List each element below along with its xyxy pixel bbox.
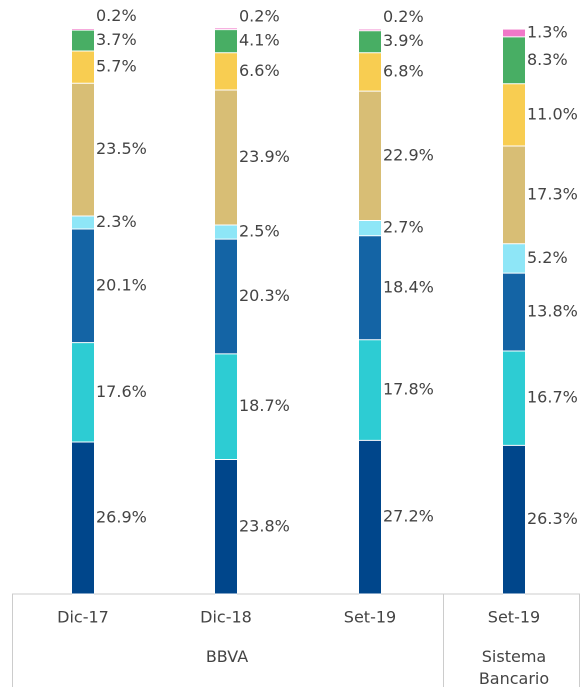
data-label: 18.7% [239,396,290,415]
data-label: 5.7% [96,57,137,76]
bar-segment [503,83,525,146]
bar-segment [503,445,525,594]
bar-segment [72,229,94,343]
bar-segment [359,235,381,340]
x-tick-label: Set-19 [488,608,540,627]
data-label: 26.9% [96,508,147,527]
bar-segment [215,459,237,594]
bar-segment [503,29,525,37]
data-label: 18.4% [383,277,434,296]
x-tick-label: Dic-17 [57,608,109,627]
bar-segment [72,342,94,443]
bar-segment [215,225,237,240]
data-label: 8.3% [527,50,568,69]
data-label: 23.9% [239,147,290,166]
bar-segment [215,353,237,460]
data-label: 4.1% [239,31,280,50]
bar-segment [503,36,525,84]
bar-segment [72,51,94,84]
x-tick-label: Dic-18 [200,608,252,627]
bar-segment [215,239,237,354]
bar-segment [359,29,381,31]
data-label: 20.3% [239,286,290,305]
data-label: 17.6% [96,382,147,401]
data-label: 0.2% [96,6,137,25]
bar-segment [359,91,381,221]
data-label: 2.3% [96,212,137,231]
data-label: 22.9% [383,145,434,164]
data-label: 20.1% [96,275,147,294]
bar-segment [503,145,525,244]
data-label: 6.6% [239,61,280,80]
bar-segment [503,243,525,274]
group-label: Sistema Bancario [478,647,550,687]
data-label: 2.7% [383,218,424,237]
bar-segment [215,90,237,226]
bar-segment [215,29,237,53]
x-tick-label: Set-19 [344,608,396,627]
bar-segment [72,216,94,230]
bar-segment [359,52,381,92]
data-label: 0.2% [239,7,280,26]
data-label: 23.5% [96,139,147,158]
data-label: 23.8% [239,516,290,535]
bar-segment [359,440,381,594]
data-label: 26.3% [527,509,578,528]
bar-segment [503,351,525,446]
bar-segment [359,30,381,53]
data-label: 27.2% [383,507,434,526]
bar-segment [215,28,237,30]
data-label: 3.9% [383,31,424,50]
bar-segment [503,273,525,352]
bar-segment [359,220,381,236]
bar-segment [359,339,381,441]
data-label: 13.8% [527,302,578,321]
bar-segment [215,52,237,91]
group-label: BBVA [205,647,249,666]
data-label: 1.3% [527,23,568,42]
data-label: 2.5% [239,222,280,241]
data-label: 5.2% [527,248,568,267]
bar-segment [72,442,94,594]
data-label: 0.2% [383,7,424,26]
bar-segment [72,83,94,217]
data-label: 3.7% [96,30,137,49]
data-label: 11.0% [527,104,578,123]
data-label: 17.8% [383,380,434,399]
bar-segment [72,29,94,31]
data-label: 6.8% [383,61,424,80]
data-label: 17.3% [527,184,578,203]
data-label: 16.7% [527,388,578,407]
bar-segment [72,30,94,52]
